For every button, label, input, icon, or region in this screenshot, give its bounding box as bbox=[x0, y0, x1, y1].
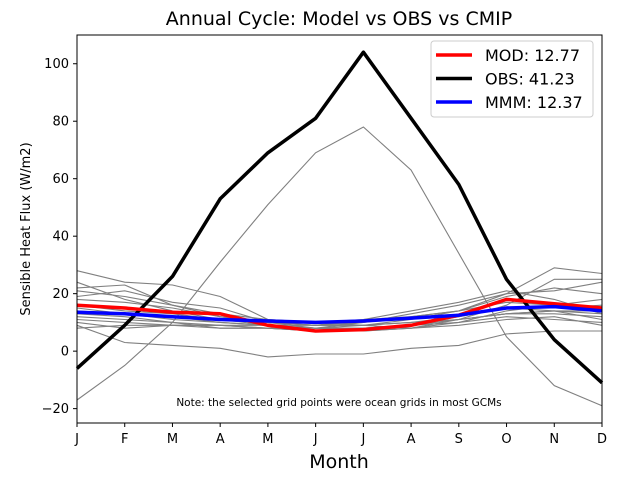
cmip-model-lines bbox=[76, 126, 603, 407]
y-tick-label: 0 bbox=[61, 345, 69, 360]
y-axis-label: Sensible Heat Flux (W/m2) bbox=[19, 142, 34, 315]
chart-note: Note: the selected grid points were ocea… bbox=[176, 397, 501, 409]
x-axis-label: Month bbox=[309, 451, 369, 473]
legend-label-mod: MOD: 12.77 bbox=[485, 46, 580, 65]
cmip-model-line bbox=[76, 298, 603, 326]
y-tick-label: 40 bbox=[52, 230, 69, 245]
y-tick-label: 100 bbox=[44, 57, 69, 72]
x-tick-label: J bbox=[74, 432, 79, 447]
x-tick-label: S bbox=[455, 432, 463, 447]
x-tick-label: A bbox=[216, 432, 225, 447]
cmip-model-line bbox=[76, 126, 603, 407]
y-tick-label: 80 bbox=[52, 115, 69, 130]
x-tick-label: N bbox=[549, 432, 559, 447]
series-line-obs bbox=[75, 50, 604, 385]
x-tick-label: F bbox=[121, 432, 128, 447]
x-tick-label: O bbox=[501, 432, 511, 447]
main-series-lines bbox=[75, 50, 604, 385]
chart-title: Annual Cycle: Model vs OBS vs CMIP bbox=[166, 8, 512, 30]
x-tick-label: M bbox=[262, 432, 273, 447]
x-tick-label: D bbox=[597, 432, 607, 447]
legend-label-obs: OBS: 41.23 bbox=[485, 70, 575, 89]
y-tick-label: −20 bbox=[42, 402, 69, 417]
series-line-mod bbox=[76, 297, 603, 333]
x-tick-label: J bbox=[360, 432, 365, 447]
y-axis: −20 0 20 40 60 80 100 bbox=[42, 57, 77, 417]
x-tick-label: J bbox=[313, 432, 318, 447]
x-tick-label: A bbox=[407, 432, 416, 447]
plot-frame bbox=[76, 34, 603, 424]
y-tick-label: 20 bbox=[52, 287, 69, 302]
x-tick-label: M bbox=[167, 432, 178, 447]
cmip-model-line bbox=[76, 324, 602, 358]
series-line-mmm bbox=[76, 304, 603, 325]
legend: MOD: 12.77 OBS: 41.23 MMM: 12.37 bbox=[430, 40, 594, 118]
y-tick-label: 60 bbox=[52, 172, 69, 187]
legend-box bbox=[430, 40, 594, 118]
legend-label-mmm: MMM: 12.37 bbox=[485, 93, 583, 112]
